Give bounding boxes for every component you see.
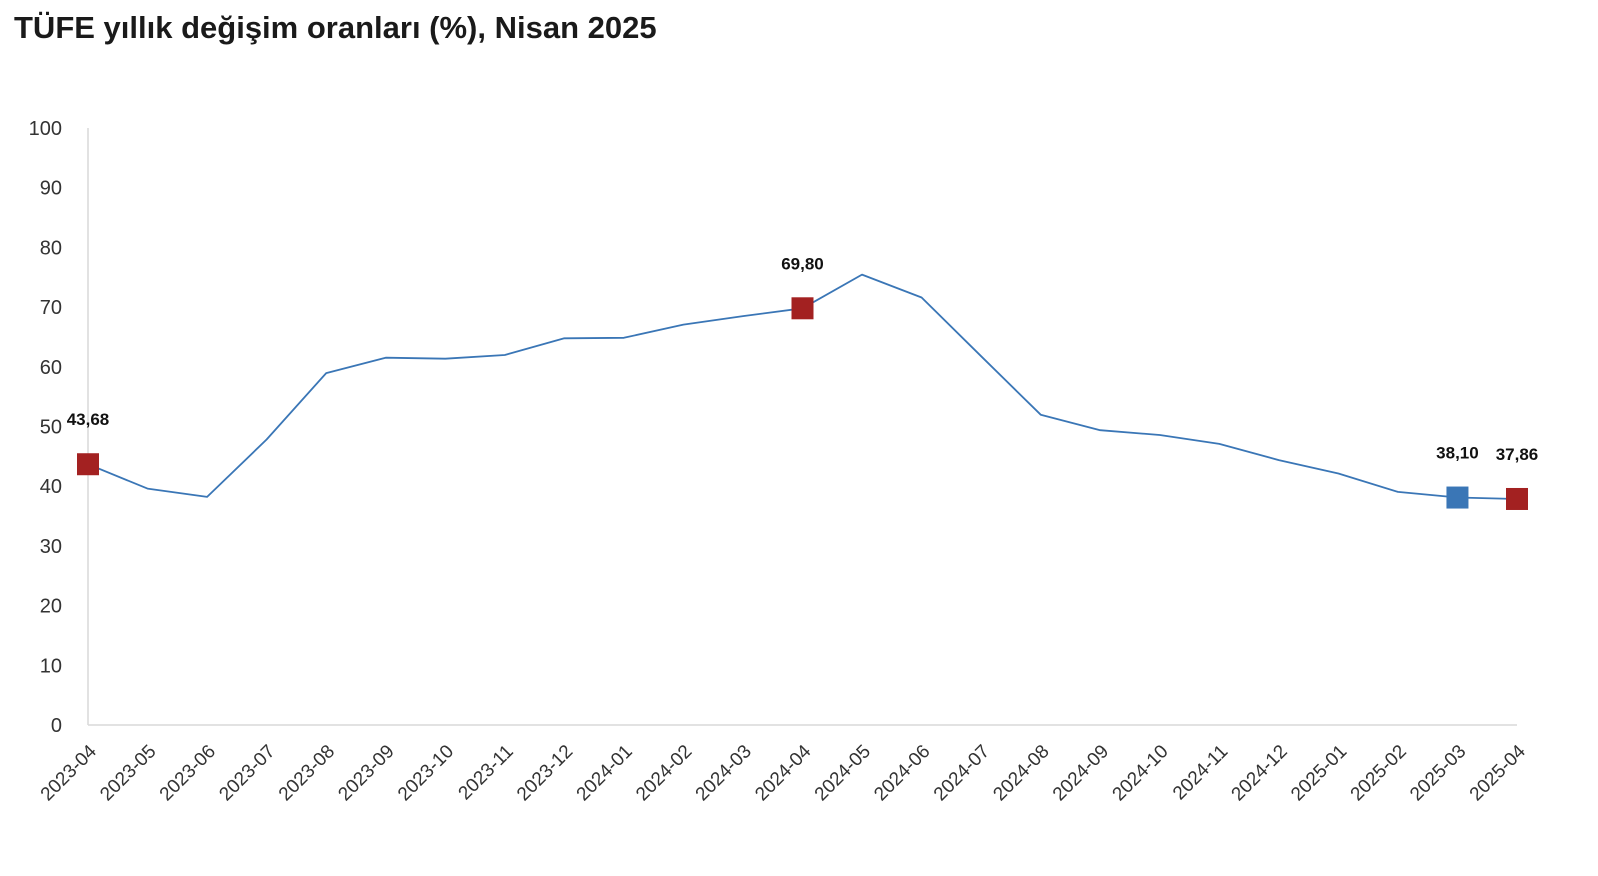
x-tick-label: 2023-11: [455, 741, 518, 804]
y-tick-label: 100: [29, 118, 62, 140]
x-tick-label: 2024-08: [989, 741, 1053, 805]
x-tick-label: 2023-09: [334, 741, 398, 805]
y-tick-label: 90: [40, 178, 62, 200]
x-tick-label: 2024-12: [1228, 741, 1292, 805]
x-tick-label: 2023-04: [37, 741, 101, 805]
chart-axes: [87, 128, 1517, 726]
x-tick-label: 2024-01: [573, 741, 637, 805]
x-tick-label: 2023-12: [513, 741, 577, 805]
x-tick-label: 2023-05: [96, 741, 160, 805]
y-tick-label: 20: [40, 596, 62, 618]
highlight-marker: [791, 297, 814, 320]
y-tick-label: 0: [51, 715, 62, 737]
x-tick-label: 2023-10: [394, 741, 458, 805]
y-tick-label: 70: [40, 297, 62, 319]
x-tick-label: 2024-10: [1109, 741, 1173, 805]
y-tick-label: 50: [40, 417, 62, 439]
y-tick-label: 30: [40, 536, 62, 558]
x-tick-label: 2024-04: [751, 741, 815, 805]
x-tick-label: 2023-08: [275, 741, 339, 805]
x-tick-label: 2024-09: [1049, 741, 1113, 805]
data-label: 38,10: [1436, 444, 1479, 463]
x-tick-label: 2024-03: [692, 741, 756, 805]
x-axis-ticks: 2023-042023-052023-062023-072023-082023-…: [37, 741, 1530, 805]
y-axis-ticks: 0 10 20 30 40 50 60 70 80 90 100: [29, 118, 62, 737]
x-tick-label: 2024-02: [632, 741, 696, 805]
highlight-marker: [77, 453, 99, 476]
x-tick-label: 2023-07: [215, 741, 279, 805]
data-label: 43,68: [67, 410, 110, 429]
x-tick-label: 2024-11: [1169, 741, 1232, 804]
y-tick-label: 60: [40, 357, 62, 379]
x-tick-label: 2025-02: [1347, 741, 1411, 805]
y-tick-label: 80: [40, 237, 62, 259]
x-tick-label: 2024-06: [870, 741, 934, 805]
data-labels: 43,68 69,80 38,10 37,86: [67, 254, 1539, 464]
highlight-marker: [1446, 486, 1469, 509]
data-label: 37,86: [1496, 445, 1539, 464]
y-tick-label: 10: [40, 655, 62, 677]
x-tick-label: 2024-05: [811, 741, 875, 805]
x-tick-label: 2025-04: [1466, 741, 1530, 805]
x-tick-label: 2024-07: [930, 741, 994, 805]
data-label: 69,80: [781, 254, 824, 273]
chart-title: TÜFE yıllık değişim oranları (%), Nisan …: [14, 10, 657, 45]
x-tick-label: 2025-01: [1287, 741, 1351, 805]
y-tick-label: 40: [40, 476, 62, 498]
highlight-markers: [77, 297, 1528, 510]
x-tick-label: 2023-06: [156, 741, 220, 805]
x-tick-label: 2025-03: [1406, 741, 1470, 805]
highlight-marker: [1506, 487, 1528, 510]
